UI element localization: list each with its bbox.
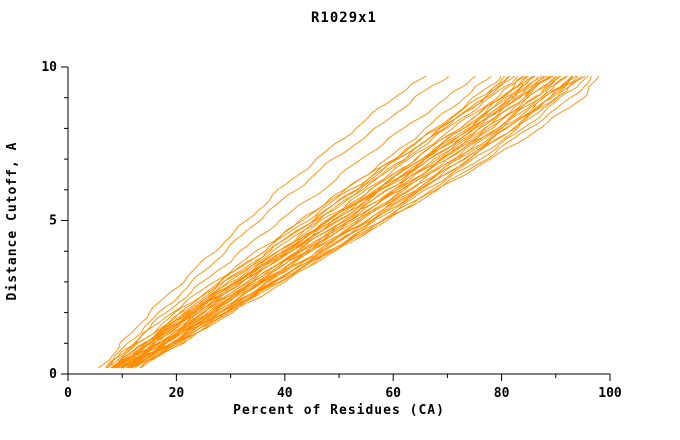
model-curve bbox=[105, 75, 492, 369]
x-tick-label: 100 bbox=[598, 386, 622, 401]
model-curve bbox=[116, 75, 600, 369]
model-curve bbox=[140, 75, 573, 369]
model-curve bbox=[106, 75, 450, 369]
model-curve bbox=[121, 75, 562, 369]
x-tick-label: 60 bbox=[385, 386, 401, 401]
model-curve bbox=[113, 75, 519, 369]
model-curve bbox=[131, 75, 577, 369]
x-tick-label: 0 bbox=[64, 386, 72, 401]
y-tick-label: 10 bbox=[41, 60, 57, 75]
model-curve bbox=[130, 75, 583, 369]
model-curve bbox=[127, 75, 573, 369]
model-curve bbox=[107, 75, 476, 369]
model-curve bbox=[112, 75, 509, 369]
x-tick-label: 80 bbox=[494, 386, 510, 401]
x-axis-label: Percent of Residues (CA) bbox=[233, 403, 445, 418]
model-curve bbox=[121, 76, 592, 369]
model-curve bbox=[116, 75, 533, 369]
y-axis-label: Distance Cutoff, A bbox=[5, 142, 20, 301]
x-tick-label: 40 bbox=[277, 386, 293, 401]
axes bbox=[61, 66, 611, 381]
model-curve bbox=[140, 75, 574, 369]
y-tick-label: 5 bbox=[49, 214, 57, 229]
model-curve bbox=[97, 75, 427, 369]
model-curve bbox=[125, 75, 545, 369]
chart-title: R1029x1 bbox=[311, 10, 377, 26]
model-curve bbox=[122, 75, 554, 369]
model-curve bbox=[139, 75, 568, 369]
tick-labels: 0 20 40 60 80 100 0 5 10 bbox=[41, 60, 622, 401]
model-curve bbox=[105, 75, 505, 369]
model-curve bbox=[115, 75, 528, 369]
model-curve bbox=[126, 75, 552, 369]
model-curve bbox=[117, 75, 529, 369]
model-curve bbox=[121, 75, 589, 369]
model-curve bbox=[115, 75, 539, 369]
y-tick-label: 0 bbox=[49, 367, 57, 382]
model-curve bbox=[114, 75, 523, 369]
curve-series bbox=[97, 75, 600, 369]
x-tick-label: 20 bbox=[169, 386, 185, 401]
